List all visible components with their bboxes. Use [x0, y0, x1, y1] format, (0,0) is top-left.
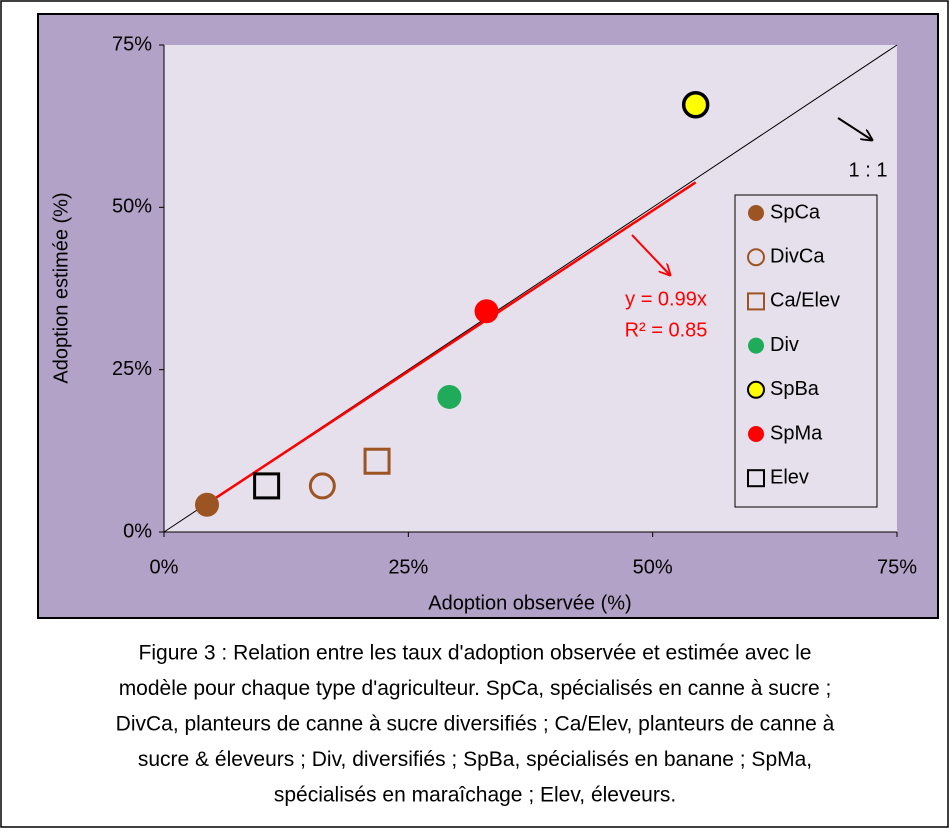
x-tick-label: 25% — [388, 556, 428, 578]
legend-marker — [747, 292, 765, 311]
legend-label: SpMa — [770, 422, 823, 444]
y-tick-label: 75% — [112, 33, 152, 55]
trend-arrow — [631, 234, 670, 275]
caption-line: DivCa, planteurs de canne à sucre divers… — [116, 713, 835, 736]
x-axis-title: Adoption observée (%) — [428, 592, 631, 614]
point — [253, 472, 281, 500]
legend-label: Elev — [770, 466, 809, 488]
legend-marker — [747, 248, 765, 267]
legend-label: SpBa — [770, 378, 820, 400]
x-tick-label: 50% — [633, 556, 673, 578]
y-tick-label: 0% — [123, 520, 152, 542]
caption-line: spécialisés en maraîchage ; Elev, éleveu… — [274, 784, 676, 807]
point — [308, 472, 336, 500]
legend-label: SpCa — [770, 201, 821, 223]
point — [437, 384, 462, 409]
legend-label: Ca/Elev — [770, 290, 840, 312]
identity-label: 1 : 1 — [849, 159, 888, 181]
point — [195, 492, 220, 517]
y-tick-label: 25% — [112, 358, 152, 380]
trend-equation: y = 0.99x — [625, 288, 707, 310]
identity-arrow — [837, 117, 872, 140]
caption-line: Figure 3 : Relation entre les taux d'ado… — [139, 642, 812, 665]
trendline — [206, 181, 697, 505]
legend-marker — [748, 337, 764, 354]
trend-r2: R² = 0.85 — [625, 319, 708, 341]
legend-label: DivCa — [770, 245, 825, 267]
y-axis-title: Adoption estimée (%) — [50, 192, 72, 383]
point — [474, 299, 499, 324]
caption-line: sucre & éleveurs ; Div, diversifiés ; Sp… — [138, 748, 812, 771]
caption-line: modèle pour chaque type d'agriculteur. S… — [119, 677, 832, 700]
x-tick-label: 75% — [877, 556, 917, 578]
legend-marker — [748, 426, 764, 442]
legend-marker — [748, 205, 764, 221]
point — [681, 90, 710, 119]
x-tick-label: 0% — [150, 556, 179, 578]
y-tick-label: 50% — [112, 196, 152, 218]
legend-label: Div — [770, 334, 799, 356]
point — [363, 447, 391, 475]
legend-marker — [747, 380, 765, 399]
legend-marker — [747, 469, 765, 488]
